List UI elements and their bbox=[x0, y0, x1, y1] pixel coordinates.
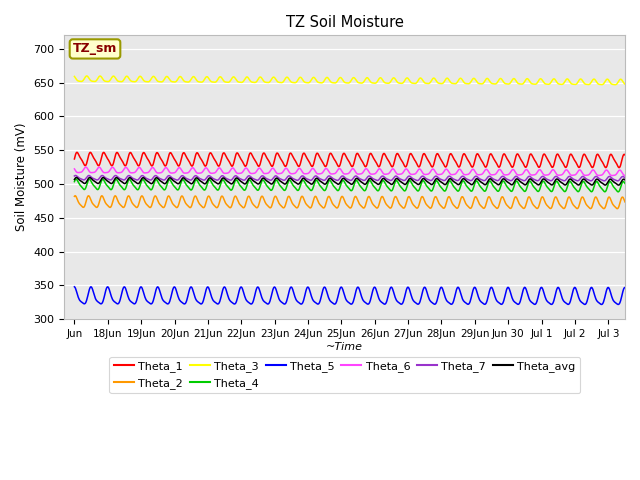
Theta_2 bbox=[510, 196, 518, 202]
Theta_3 bbox=[500, 80, 508, 86]
Theta_avg bbox=[70, 177, 78, 182]
Theta_5 bbox=[621, 285, 629, 290]
Theta_1 bbox=[615, 165, 623, 170]
Theta_6 bbox=[127, 170, 135, 176]
Theta_4 bbox=[500, 179, 508, 185]
Theta_1 bbox=[449, 155, 457, 160]
Theta_1 bbox=[74, 149, 81, 155]
Theta_avg bbox=[294, 181, 301, 187]
Theta_7 bbox=[314, 174, 321, 180]
Theta_3 bbox=[294, 78, 301, 84]
Theta_avg bbox=[449, 178, 457, 184]
Theta_2 bbox=[314, 197, 321, 203]
Theta_2 bbox=[500, 197, 508, 203]
Y-axis label: Soil Moisture (mV): Soil Moisture (mV) bbox=[15, 123, 28, 231]
Theta_avg bbox=[510, 179, 518, 185]
Theta_7 bbox=[449, 176, 457, 182]
Theta_3 bbox=[449, 81, 457, 86]
Theta_3 bbox=[611, 82, 619, 87]
Theta_2 bbox=[71, 193, 79, 199]
Theta_6 bbox=[449, 172, 457, 178]
Theta_5 bbox=[294, 299, 301, 304]
Theta_1 bbox=[127, 150, 135, 156]
X-axis label: ~Time: ~Time bbox=[326, 342, 364, 351]
Theta_5 bbox=[87, 284, 95, 289]
Line: Theta_1: Theta_1 bbox=[74, 152, 625, 168]
Theta_3 bbox=[621, 81, 629, 87]
Theta_1 bbox=[500, 151, 508, 157]
Theta_5 bbox=[500, 296, 508, 301]
Theta_5 bbox=[449, 300, 457, 305]
Theta_3 bbox=[127, 78, 135, 84]
Theta_3 bbox=[510, 76, 518, 82]
Line: Theta_5: Theta_5 bbox=[74, 287, 625, 304]
Theta_4 bbox=[314, 179, 321, 184]
Line: Theta_4: Theta_4 bbox=[74, 179, 625, 192]
Theta_5 bbox=[614, 301, 622, 307]
Theta_6 bbox=[510, 168, 518, 173]
Theta_1 bbox=[294, 162, 301, 168]
Theta_avg bbox=[73, 175, 81, 180]
Theta_4 bbox=[294, 188, 301, 193]
Theta_3 bbox=[83, 73, 90, 79]
Theta_7 bbox=[621, 175, 629, 181]
Theta_2 bbox=[70, 193, 78, 199]
Theta_avg bbox=[314, 176, 321, 181]
Theta_5 bbox=[510, 299, 518, 304]
Line: Theta_3: Theta_3 bbox=[74, 76, 625, 84]
Theta_avg bbox=[614, 182, 622, 188]
Theta_4 bbox=[510, 183, 518, 189]
Theta_6 bbox=[621, 173, 629, 179]
Theta_2 bbox=[127, 198, 135, 204]
Text: TZ_sm: TZ_sm bbox=[73, 42, 117, 55]
Theta_5 bbox=[70, 284, 78, 290]
Theta_2 bbox=[621, 199, 629, 205]
Theta_7 bbox=[127, 174, 135, 180]
Theta_7 bbox=[500, 174, 508, 180]
Theta_6 bbox=[70, 166, 78, 172]
Theta_3 bbox=[70, 73, 78, 79]
Theta_6 bbox=[82, 164, 90, 170]
Theta_7 bbox=[510, 175, 518, 180]
Title: TZ Soil Moisture: TZ Soil Moisture bbox=[286, 15, 404, 30]
Theta_5 bbox=[127, 299, 135, 305]
Theta_6 bbox=[294, 167, 301, 173]
Line: Theta_avg: Theta_avg bbox=[74, 178, 625, 185]
Theta_7 bbox=[70, 173, 78, 179]
Theta_6 bbox=[500, 172, 508, 178]
Line: Theta_2: Theta_2 bbox=[74, 196, 625, 209]
Theta_4 bbox=[127, 179, 135, 184]
Theta_5 bbox=[314, 301, 321, 307]
Legend: Theta_1, Theta_2, Theta_3, Theta_4, Theta_5, Theta_6, Theta_7, Theta_avg: Theta_1, Theta_2, Theta_3, Theta_4, Thet… bbox=[109, 357, 580, 393]
Theta_avg bbox=[500, 176, 508, 182]
Line: Theta_6: Theta_6 bbox=[74, 167, 625, 176]
Theta_1 bbox=[621, 152, 629, 158]
Theta_avg bbox=[621, 177, 629, 183]
Theta_4 bbox=[72, 176, 80, 182]
Theta_4 bbox=[614, 189, 622, 195]
Theta_1 bbox=[70, 156, 78, 162]
Theta_7 bbox=[294, 178, 301, 183]
Theta_3 bbox=[314, 79, 321, 84]
Theta_1 bbox=[314, 150, 321, 156]
Theta_4 bbox=[449, 183, 457, 189]
Theta_1 bbox=[510, 160, 518, 166]
Theta_2 bbox=[449, 202, 457, 207]
Theta_6 bbox=[314, 171, 321, 177]
Theta_avg bbox=[127, 176, 135, 181]
Theta_2 bbox=[294, 204, 301, 210]
Line: Theta_7: Theta_7 bbox=[74, 176, 625, 181]
Theta_4 bbox=[621, 180, 629, 186]
Theta_7 bbox=[72, 173, 79, 179]
Theta_2 bbox=[614, 206, 621, 212]
Theta_7 bbox=[614, 178, 621, 184]
Theta_4 bbox=[70, 179, 78, 184]
